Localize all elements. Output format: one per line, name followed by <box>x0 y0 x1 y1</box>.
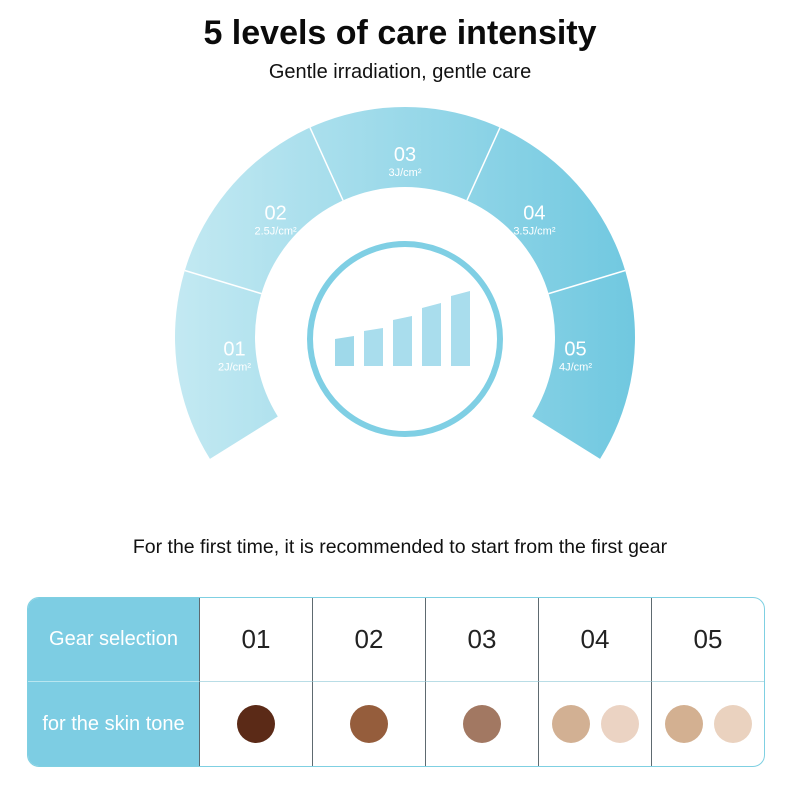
dial-energy-label: 3J/cm² <box>389 167 422 179</box>
gear-01-label: 01 <box>241 624 271 654</box>
tone-cell <box>425 682 538 766</box>
dial-separator <box>466 127 501 201</box>
dial-segment-02: 022.5J/cm² <box>254 203 297 238</box>
gear-table: Gear selection 01 02 03 04 05 for the sk… <box>27 597 765 767</box>
gear-05-cell: 05 <box>651 598 764 682</box>
dial-separator <box>309 127 344 201</box>
dial-energy-label: 3.5J/cm² <box>513 226 556 238</box>
signal-strength-bars-icon <box>335 291 470 366</box>
tone-cell <box>538 682 651 766</box>
dial-ring <box>175 106 635 459</box>
dial-level-label: 02 <box>264 203 286 225</box>
tone-cell <box>199 682 312 766</box>
dial-separator <box>548 269 626 295</box>
skin-tone-swatch <box>350 705 388 743</box>
gear-04-cell: 04 <box>538 598 651 682</box>
gear-03-label: 03 <box>467 624 497 654</box>
skin-tone-header: for the skin tone <box>28 682 199 766</box>
gear-selection-header: Gear selection <box>28 598 199 682</box>
gear-03-cell: 03 <box>425 598 538 682</box>
gear-04-label: 04 <box>580 624 610 654</box>
skin-tone-swatch <box>600 705 639 743</box>
dial-level-label: 03 <box>394 144 416 166</box>
dial-level-label: 01 <box>223 339 245 361</box>
gear-05-label: 05 <box>693 624 723 654</box>
skin-tone-swatch <box>664 705 703 743</box>
usage-note: For the first time, it is recommended to… <box>132 536 668 558</box>
dial-segment-04: 043.5J/cm² <box>513 203 556 238</box>
skin-tone-swatch <box>237 705 275 743</box>
dial-separator <box>184 269 262 295</box>
gear-02-label: 02 <box>354 624 384 654</box>
gear-01-cell: 01 <box>199 598 312 682</box>
dial-level-label: 05 <box>564 339 586 361</box>
skin-tone-swatch <box>713 705 752 743</box>
dial-energy-label: 4J/cm² <box>559 362 592 374</box>
page-subtitle: Gentle irradiation, gentle care <box>268 61 532 83</box>
dial-level-label: 04 <box>523 203 545 225</box>
tone-cell <box>312 682 425 766</box>
gear-02-cell: 02 <box>312 598 425 682</box>
skin-tone-swatch <box>463 705 501 743</box>
page-title: 5 levels of care intensity <box>203 14 597 52</box>
skin-tone-swatch <box>551 705 590 743</box>
dial-energy-label: 2.5J/cm² <box>254 226 297 238</box>
dial-energy-label: 2J/cm² <box>218 362 251 374</box>
tone-cell <box>651 682 764 766</box>
